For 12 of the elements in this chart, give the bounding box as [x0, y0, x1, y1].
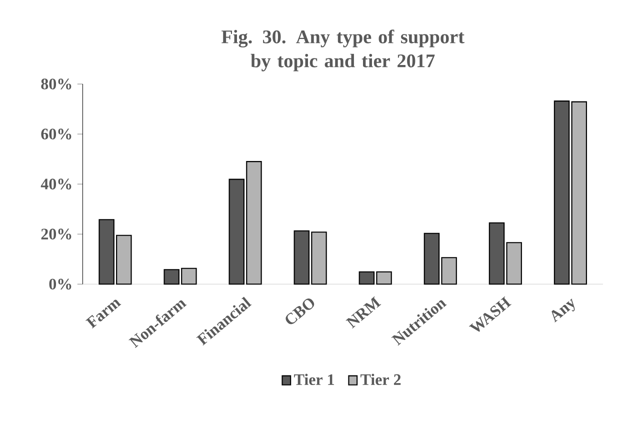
y-tick-label: 80%	[41, 78, 72, 90]
x-tick-label: Any	[552, 298, 575, 323]
chart-title: Fig. 30. Any type of support by topic and tier 2017	[222, 30, 464, 72]
y-tick-label: 60%	[41, 128, 72, 140]
bar	[571, 101, 587, 285]
legend-label: Tier 2	[360, 374, 401, 386]
y-tick-label: 20%	[41, 228, 72, 240]
bar	[554, 100, 570, 285]
x-tick-label: CBO	[286, 298, 314, 324]
legend-label: Tier 1	[294, 374, 334, 386]
y-tick-label: 40%	[40, 178, 72, 190]
y-tick-label: 0%	[49, 278, 72, 290]
